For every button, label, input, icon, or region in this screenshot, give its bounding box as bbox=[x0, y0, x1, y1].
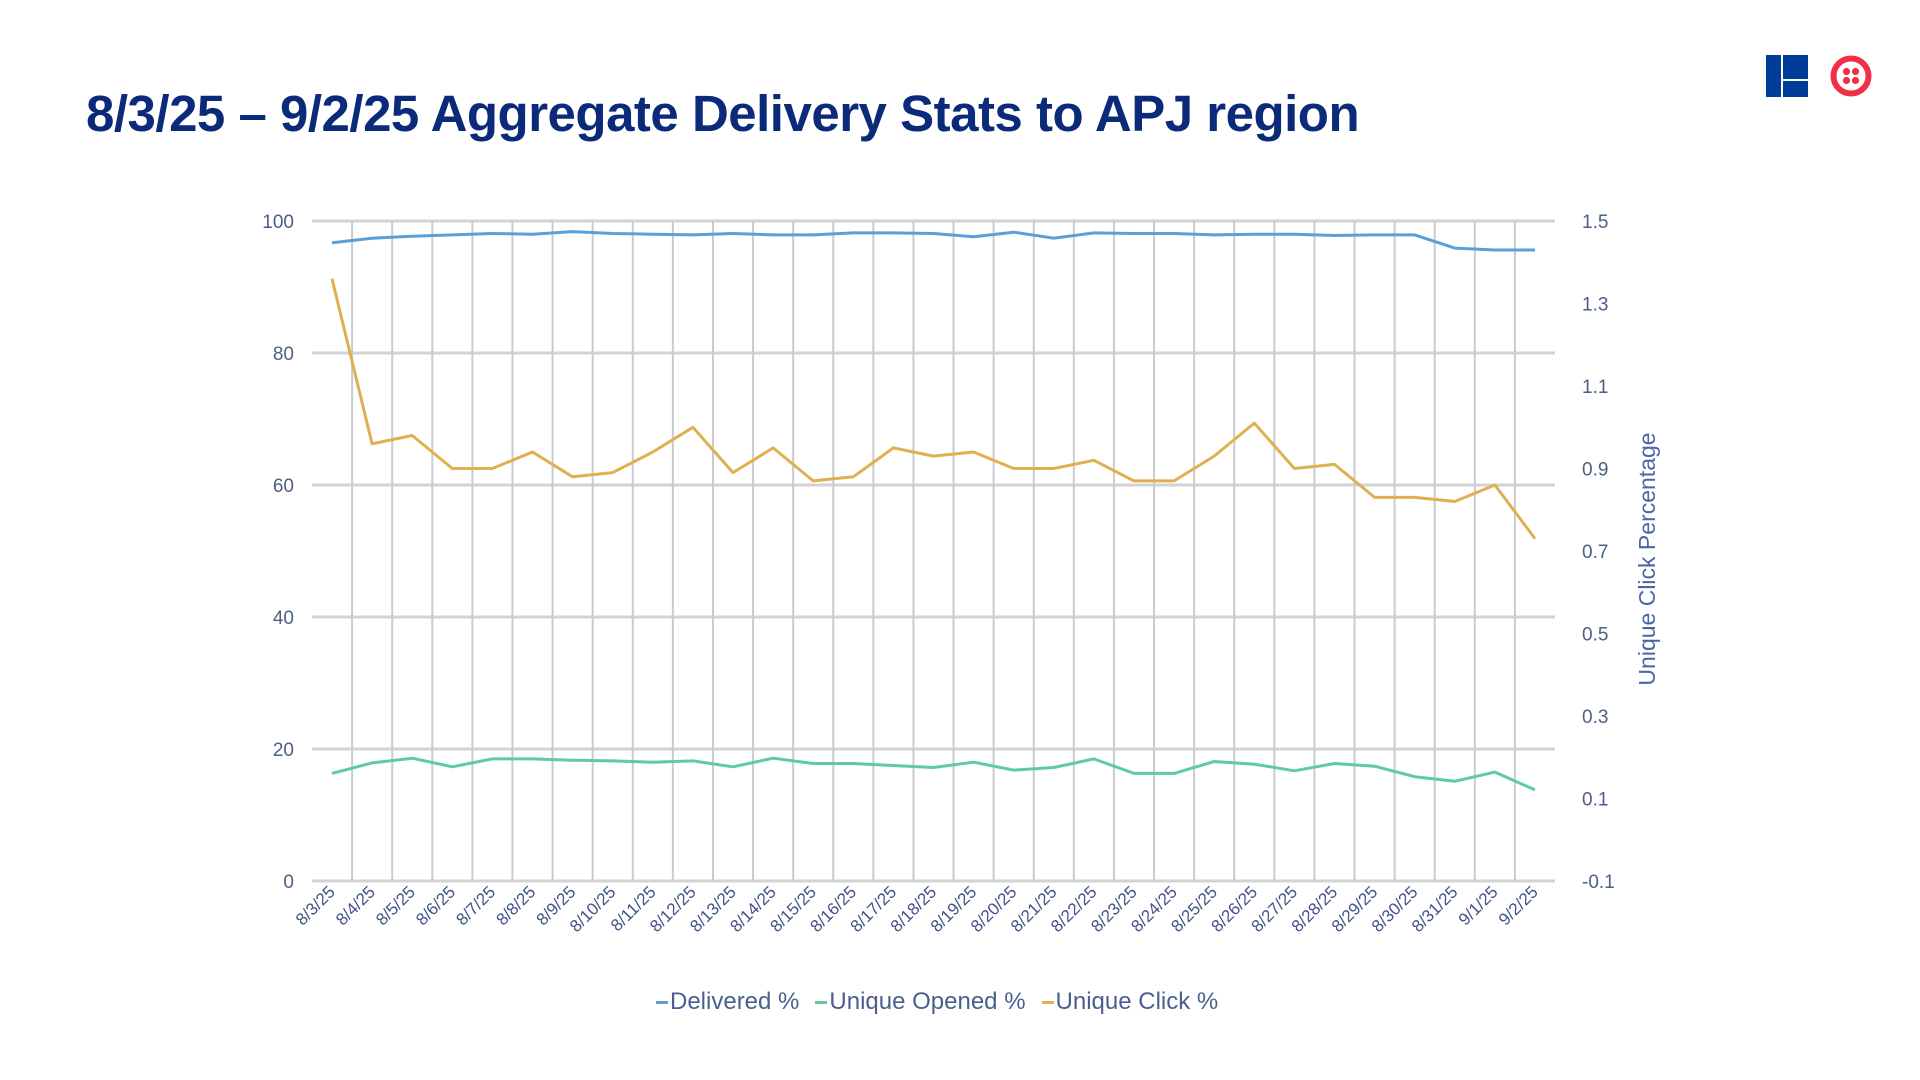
x-tick-label: 8/3/25 bbox=[292, 882, 339, 929]
x-tick-label: 8/7/25 bbox=[452, 882, 499, 929]
slide-title: 8/3/25 – 9/2/25 Aggregate Delivery Stats… bbox=[86, 85, 1360, 142]
y-tick-label-right: 1.1 bbox=[1582, 377, 1608, 398]
x-tick-label: 8/5/25 bbox=[372, 882, 419, 929]
y-tick-label-left: 80 bbox=[273, 344, 294, 365]
x-axis: 8/3/258/4/258/5/258/6/258/7/258/8/258/9/… bbox=[292, 882, 1542, 936]
legend-label: Unique Opened % bbox=[829, 988, 1026, 1015]
y-tick-label-left: 20 bbox=[273, 740, 294, 761]
y-axis-left: 0 20 40 60 80 100 bbox=[262, 212, 294, 893]
y-tick-label-left: 100 bbox=[262, 212, 294, 233]
squares-logo-icon bbox=[1766, 55, 1808, 97]
y-tick-label-left: 0 bbox=[283, 872, 294, 893]
y-tick-label-left: 60 bbox=[273, 476, 294, 497]
legend-item: Delivered % bbox=[656, 988, 799, 1016]
legend-item: Unique Opened % bbox=[815, 988, 1026, 1016]
y-tick-label-right: 1.3 bbox=[1582, 295, 1608, 316]
logo-group bbox=[1766, 55, 1872, 97]
legend-swatch bbox=[656, 1000, 668, 1004]
y-tick-label-right: 0.3 bbox=[1582, 707, 1608, 728]
y-tick-label-left: 40 bbox=[273, 608, 294, 629]
legend-swatch bbox=[815, 1000, 828, 1004]
grid bbox=[312, 219, 1555, 883]
y-tick-label-right: 1.5 bbox=[1582, 212, 1608, 233]
legend-swatch bbox=[1041, 1000, 1054, 1004]
x-tick-label: 9/1/25 bbox=[1455, 882, 1502, 929]
y-axis-right-title: Unique Click Percentage bbox=[1634, 432, 1660, 685]
y-tick-label-right: 0.7 bbox=[1582, 542, 1608, 563]
legend-label: Delivered % bbox=[670, 988, 800, 1015]
legend: Delivered % Unique Opened % Unique Click % bbox=[656, 988, 1218, 1016]
twilio-logo-icon bbox=[1830, 55, 1872, 97]
y-tick-label-right: 0.5 bbox=[1582, 625, 1608, 646]
y-axis-right: -0.1 0.1 0.3 0.5 0.7 0.9 1.1 1.3 1.5 bbox=[1582, 212, 1615, 893]
legend-label: Unique Click % bbox=[1055, 988, 1219, 1015]
legend-item: Unique Click % bbox=[1041, 988, 1219, 1016]
y-tick-label-right: 0.9 bbox=[1582, 460, 1608, 481]
y-tick-label-right: 0.1 bbox=[1582, 790, 1608, 811]
x-tick-label: 8/6/25 bbox=[412, 882, 459, 929]
x-tick-label: 9/2/25 bbox=[1495, 882, 1542, 929]
x-tick-label: 8/8/25 bbox=[493, 882, 540, 929]
x-tick-label: 8/4/25 bbox=[332, 882, 379, 929]
y-tick-label-right: -0.1 bbox=[1582, 872, 1615, 893]
series bbox=[330, 230, 1537, 792]
